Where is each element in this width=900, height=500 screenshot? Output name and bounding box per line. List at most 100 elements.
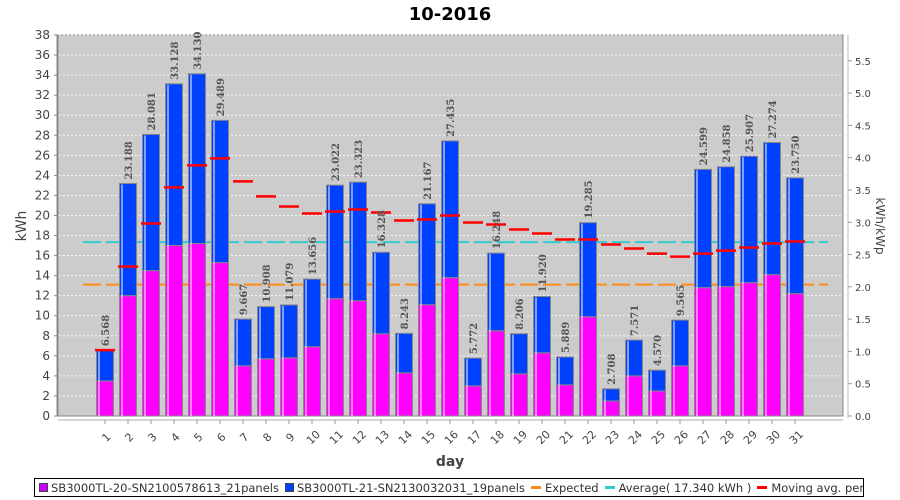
legend-item: Expected — [530, 481, 599, 495]
y-tick-label: 24 — [35, 168, 50, 182]
y2-tick-label: 5.5 — [855, 57, 871, 68]
y-tick-label: 20 — [35, 208, 50, 222]
moving-average-marks — [95, 157, 805, 352]
legend-item: Average( 17.340 kWh ) — [604, 480, 752, 495]
bar-value-label: 16.248 — [492, 211, 503, 249]
bar-group — [510, 333, 528, 417]
bar-group — [717, 166, 735, 417]
bar-segment-sb3000tl-21 — [786, 177, 804, 295]
y-tick-label: 32 — [35, 88, 50, 102]
x-tick-label: 27 — [695, 428, 714, 447]
bar-group — [763, 142, 781, 417]
legend-swatch-box — [284, 483, 294, 492]
bar-group — [372, 251, 390, 417]
bar-segment-sb3000tl-21 — [326, 184, 344, 300]
bar-value-label: 24.599 — [699, 127, 710, 165]
bar-value-label: 19.285 — [584, 180, 595, 218]
bar-segment-sb3000tl-21 — [487, 252, 505, 332]
x-tick-label: 8 — [260, 430, 274, 444]
bar-segment-sb3000tl-21 — [395, 332, 413, 374]
bar-value-label: 34.130 — [193, 31, 204, 69]
bar-segment-sb3000tl-21 — [671, 319, 689, 367]
legend-swatch-line — [530, 486, 541, 489]
legend-label: Average( 17.340 kWh ) — [618, 480, 752, 495]
bar-segment-sb3000tl-21 — [579, 222, 597, 318]
y2-tick-label: 1.0 — [855, 347, 871, 358]
bar-segment-sb3000tl-21 — [372, 251, 390, 335]
bar-value-label: 23.750 — [791, 136, 802, 174]
bar-group — [349, 181, 367, 417]
bar-group — [579, 222, 597, 417]
bar-segment-sb3000tl-21 — [694, 168, 712, 289]
x-tick-label: 4 — [168, 430, 182, 444]
x-tick-label: 21 — [557, 428, 576, 447]
x-tick-label: 17 — [465, 428, 484, 447]
legend-item: SB3000TL-20-SN2100578613_21panels — [39, 481, 279, 495]
x-tick-label: 16 — [442, 428, 461, 447]
x-tick-label: 30 — [764, 428, 783, 447]
bar-group — [188, 73, 206, 417]
bar-group — [119, 183, 137, 417]
x-tick-label: 3 — [145, 430, 159, 444]
legend: SB3000TL-20-SN2100578613_21panels SB3000T… — [34, 478, 864, 497]
bar-group — [464, 357, 482, 417]
bar-segment-sb3000tl-21 — [464, 357, 482, 387]
value-labels: 6.568 23.188 28.081 33.128 34.130 29.489 9.667… — [101, 31, 802, 384]
bar-value-label: 7.571 — [630, 305, 641, 336]
bar-value-label: 27.274 — [768, 100, 779, 138]
bar-segment-sb3000tl-21 — [211, 119, 229, 264]
legend-swatch-line — [604, 486, 615, 489]
y2-tick-label: 2.0 — [855, 283, 871, 294]
bar-segment-sb3000tl-21 — [648, 369, 666, 392]
y-tick-label: 6 — [42, 349, 50, 363]
y-tick-label: 14 — [35, 269, 50, 283]
bar-group — [395, 332, 413, 417]
bar-value-label: 8.206 — [515, 298, 526, 329]
bar-group — [556, 356, 574, 417]
y-tick-label: 2 — [42, 389, 50, 403]
bar-value-label: 10.908 — [262, 264, 273, 302]
bar-group — [303, 278, 321, 417]
bar-group — [625, 339, 643, 417]
x-tick-label: 25 — [649, 428, 668, 447]
bar-segment-sb3000tl-21 — [763, 142, 781, 276]
bar-group — [740, 155, 758, 417]
y-tick-label: 4 — [42, 369, 50, 383]
y-tick-label: 16 — [35, 249, 50, 263]
bar-segment-sb3000tl-21 — [740, 155, 758, 284]
y-tick-label: 18 — [35, 229, 50, 243]
bar-segment-sb3000tl-21 — [510, 333, 528, 375]
y2-tick-label: 1.5 — [855, 315, 871, 326]
bar-segment-sb3000tl-21 — [556, 356, 574, 386]
x-tick-label: 7 — [237, 430, 251, 444]
y-tick-label: 26 — [35, 148, 50, 162]
bar-group — [280, 304, 298, 417]
y2-tick-label: 4.5 — [855, 121, 871, 132]
y2-tick-label: 0.0 — [855, 412, 871, 423]
y-tick-label: 38 — [35, 28, 50, 42]
legend-item: Moving avg. per day. — [757, 480, 864, 495]
bar-group — [165, 83, 183, 417]
x-tick-label: 6 — [214, 430, 228, 444]
x-tick-label: 10 — [304, 428, 323, 447]
bar-value-label: 5.772 — [469, 323, 480, 354]
bar-value-label: 4.570 — [653, 335, 664, 366]
bar-value-label: 8.243 — [400, 298, 411, 329]
bar-group — [96, 349, 114, 417]
bar-group — [234, 318, 252, 417]
x-tick-label: 28 — [718, 428, 737, 447]
x-tick-label: 24 — [626, 428, 645, 447]
bar-value-label: 9.667 — [239, 284, 250, 315]
y2-axis-label: kWh/kWp — [873, 198, 887, 255]
x-tick-label: 1 — [99, 430, 113, 444]
bar-group — [786, 177, 804, 417]
bar-group — [441, 140, 459, 417]
x-tick-label: 9 — [283, 430, 297, 444]
bar-value-label: 24.858 — [722, 124, 733, 162]
bar-segment-sb3000tl-21 — [165, 83, 183, 247]
bar-value-label: 9.565 — [676, 285, 687, 316]
legend-label: Moving avg. per day. — [771, 480, 864, 495]
y-tick-label: 0 — [42, 409, 50, 423]
x-tick-label: 14 — [396, 428, 415, 447]
x-tick-label: 23 — [603, 428, 622, 447]
